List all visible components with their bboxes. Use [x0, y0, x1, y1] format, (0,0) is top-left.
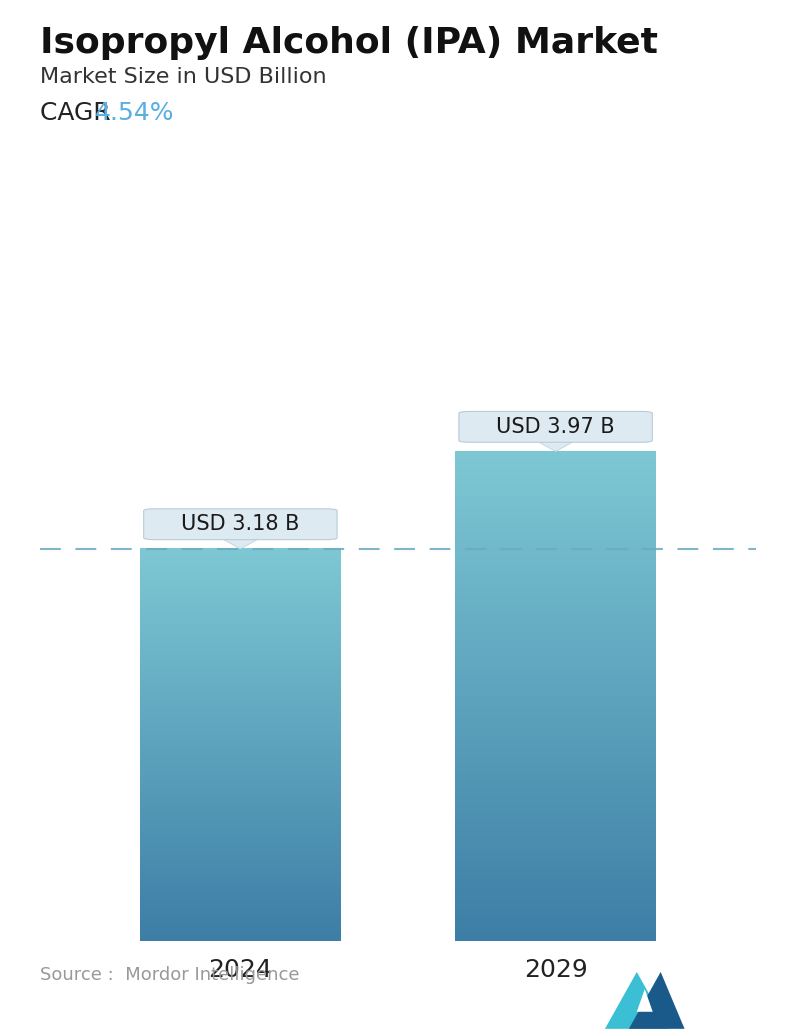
Polygon shape — [536, 440, 576, 452]
Text: USD 3.18 B: USD 3.18 B — [181, 514, 299, 535]
Polygon shape — [605, 972, 669, 1029]
Text: 4.54%: 4.54% — [95, 101, 174, 125]
FancyBboxPatch shape — [144, 509, 338, 540]
Text: USD 3.97 B: USD 3.97 B — [496, 417, 615, 436]
Text: Market Size in USD Billion: Market Size in USD Billion — [40, 67, 326, 87]
FancyBboxPatch shape — [459, 412, 653, 443]
Polygon shape — [629, 972, 685, 1029]
Polygon shape — [220, 538, 260, 549]
Text: Source :  Mordor Intelligence: Source : Mordor Intelligence — [40, 967, 299, 984]
Polygon shape — [637, 989, 653, 1011]
Text: CAGR: CAGR — [40, 101, 119, 125]
Text: Isopropyl Alcohol (IPA) Market: Isopropyl Alcohol (IPA) Market — [40, 26, 657, 60]
